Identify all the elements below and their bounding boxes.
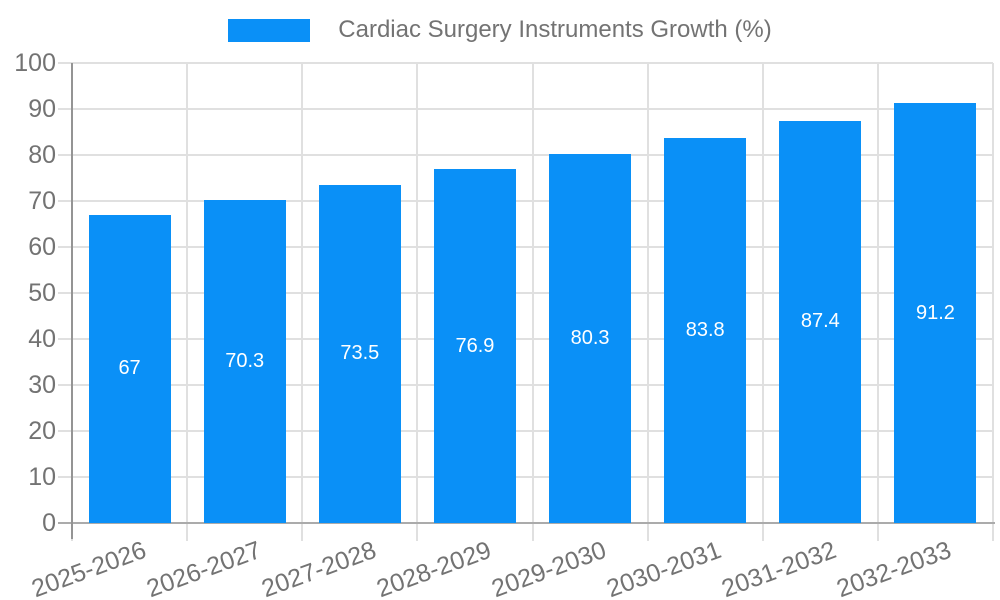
x-gridline: [876, 63, 879, 523]
legend-label: Cardiac Surgery Instruments Growth (%): [338, 16, 772, 43]
bar: 73.5: [318, 184, 401, 523]
bar: 91.2: [894, 103, 977, 523]
x-gridline: [301, 63, 304, 523]
x-axis-tick: [531, 523, 534, 541]
x-axis-tick: [876, 523, 879, 541]
y-axis-tick-label: 80: [28, 141, 56, 169]
bar: 83.8: [664, 137, 747, 523]
bar-value-label: 67: [118, 357, 141, 380]
y-axis-tick: [58, 292, 72, 294]
x-gridline: [646, 63, 649, 523]
y-axis-tick: [58, 476, 72, 478]
y-axis-tick: [58, 338, 72, 340]
y-axis-tick-label: 30: [28, 371, 56, 399]
y-axis-tick-label: 10: [28, 463, 56, 491]
chart-legend[interactable]: Cardiac Surgery Instruments Growth (%): [0, 16, 1000, 44]
y-axis-tick-label: 40: [28, 325, 56, 353]
y-axis-tick: [58, 62, 72, 64]
x-axis-tick: [301, 523, 304, 541]
bar-value-label: 87.4: [800, 310, 840, 333]
x-gridline: [186, 63, 189, 523]
x-gridline: [531, 63, 534, 523]
y-axis-tick: [58, 108, 72, 110]
x-axis-tick: [416, 523, 419, 541]
y-axis-tick-label: 50: [28, 279, 56, 307]
bar-value-label: 73.5: [340, 342, 380, 365]
x-axis-tick: [186, 523, 189, 541]
bar: 76.9: [433, 169, 516, 523]
y-axis-tick: [58, 246, 72, 248]
y-axis-tick-label: 100: [14, 49, 56, 77]
y-axis-tick-label: 20: [28, 417, 56, 445]
y-axis-tick: [58, 384, 72, 386]
bar-value-label: 70.3: [225, 349, 265, 372]
legend-swatch: [228, 18, 311, 42]
bar: 70.3: [203, 199, 286, 523]
y-axis-tick: [58, 430, 72, 432]
bar-value-label: 80.3: [570, 326, 610, 349]
x-gridline: [416, 63, 419, 523]
x-gridline: [992, 63, 994, 523]
y-axis-tick: [58, 200, 72, 202]
x-axis-tick: [761, 523, 764, 541]
y-axis-tick-label: 90: [28, 95, 56, 123]
x-axis-tick: [992, 523, 994, 541]
y-axis-tick: [58, 154, 72, 156]
y-axis-tick-label: 60: [28, 233, 56, 261]
bar: 67: [88, 214, 171, 523]
plot-area: 67 70.3 73.5 76.9 80.3 83.8 87.4 91.2: [58, 62, 995, 541]
y-axis-tick-label: 0: [42, 509, 56, 537]
x-axis-tick: [646, 523, 649, 541]
x-gridline: [761, 63, 764, 523]
y-axis-tick-label: 70: [28, 187, 56, 215]
bar-value-label: 76.9: [455, 334, 495, 357]
bar: 87.4: [779, 120, 862, 523]
bar-value-label: 91.2: [915, 301, 955, 324]
y-axis-line: [71, 63, 73, 539]
x-axis-line: [58, 522, 995, 524]
bar: 80.3: [549, 153, 632, 523]
bar-value-label: 83.8: [685, 318, 725, 341]
